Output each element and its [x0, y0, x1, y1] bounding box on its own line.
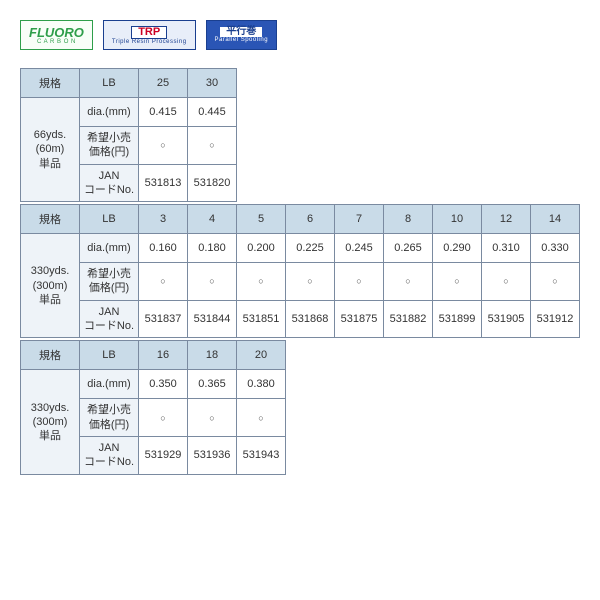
cell-price: ○: [335, 263, 384, 301]
badge-parallel-sub: Parallel Spooling: [215, 37, 269, 43]
spec-table: 規格LB345678101214330yds.(300m)単品dia.(mm)0…: [20, 204, 580, 338]
cell-dia: 0.445: [188, 98, 237, 127]
cell-price: ○: [139, 263, 188, 301]
cell-dia: 0.380: [237, 370, 286, 399]
header-lb-value: 5: [237, 205, 286, 234]
cell-dia: 0.350: [139, 370, 188, 399]
row-label-price: 希望小売価格(円): [80, 263, 139, 301]
cell-price: ○: [237, 263, 286, 301]
cell-price: ○: [188, 399, 237, 437]
cell-price: ○: [139, 399, 188, 437]
cell-jan: 531851: [237, 300, 286, 338]
badge-fluoro-title: FLUORO: [29, 26, 84, 39]
cell-dia: 0.310: [482, 234, 531, 263]
cell-jan: 531943: [237, 436, 286, 474]
row-label-dia: dia.(mm): [80, 98, 139, 127]
header-lb-value: 7: [335, 205, 384, 234]
header-lb-value: 18: [188, 341, 237, 370]
cell-jan: 531936: [188, 436, 237, 474]
badge-fluoro: FLUORO C A R B O N: [20, 20, 93, 50]
cell-price: ○: [433, 263, 482, 301]
row-label-price: 希望小売価格(円): [80, 127, 139, 165]
header-lb-value: 16: [139, 341, 188, 370]
badge-row: FLUORO C A R B O N TRP Triple Resin Proc…: [20, 20, 580, 50]
spool-label: 330yds.(300m)単品: [21, 370, 80, 474]
header-lb: LB: [80, 205, 139, 234]
badge-trp: TRP Triple Resin Processing: [103, 20, 196, 50]
spec-table: 規格LB2530 66yds.(60m)単品dia.(mm)0.4150.445 希…: [20, 68, 237, 202]
row-label-dia: dia.(mm): [80, 370, 139, 399]
cell-price: ○: [286, 263, 335, 301]
cell-dia: 0.365: [188, 370, 237, 399]
cell-price: ○: [139, 127, 188, 165]
cell-dia: 0.225: [286, 234, 335, 263]
badge-parallel: 平行巻 Parallel Spooling: [206, 20, 278, 50]
row-label-jan: JANコードNo.: [80, 436, 139, 474]
cell-price: ○: [531, 263, 580, 301]
header-spec: 規格: [21, 341, 80, 370]
row-label-jan: JANコードNo.: [80, 300, 139, 338]
cell-jan: 531929: [139, 436, 188, 474]
header-lb-value: 12: [482, 205, 531, 234]
badge-trp-title: TRP: [131, 26, 167, 39]
header-lb-value: 4: [188, 205, 237, 234]
cell-price: ○: [482, 263, 531, 301]
header-spec: 規格: [21, 69, 80, 98]
cell-jan: 531837: [139, 300, 188, 338]
header-lb-value: 10: [433, 205, 482, 234]
cell-dia: 0.330: [531, 234, 580, 263]
header-lb-value: 6: [286, 205, 335, 234]
cell-jan: 531868: [286, 300, 335, 338]
cell-jan: 531820: [188, 164, 237, 202]
cell-dia: 0.265: [384, 234, 433, 263]
header-lb-value: 3: [139, 205, 188, 234]
header-spec: 規格: [21, 205, 80, 234]
cell-dia: 0.200: [237, 234, 286, 263]
badge-fluoro-sub: C A R B O N: [37, 39, 76, 45]
row-label-dia: dia.(mm): [80, 234, 139, 263]
cell-jan: 531813: [139, 164, 188, 202]
cell-jan: 531912: [531, 300, 580, 338]
header-lb-value: 14: [531, 205, 580, 234]
row-label-jan: JANコードNo.: [80, 164, 139, 202]
cell-price: ○: [188, 263, 237, 301]
header-lb: LB: [80, 341, 139, 370]
header-lb-value: 8: [384, 205, 433, 234]
spec-table: 規格LB161820330yds.(300m)単品dia.(mm)0.3500.…: [20, 340, 286, 474]
cell-dia: 0.245: [335, 234, 384, 263]
header-lb-value: 25: [139, 69, 188, 98]
cell-dia: 0.160: [139, 234, 188, 263]
cell-jan: 531899: [433, 300, 482, 338]
spool-label: 66yds.(60m)単品: [21, 98, 80, 202]
cell-price: ○: [188, 127, 237, 165]
cell-dia: 0.180: [188, 234, 237, 263]
cell-jan: 531875: [335, 300, 384, 338]
cell-jan: 531882: [384, 300, 433, 338]
cell-price: ○: [237, 399, 286, 437]
cell-jan: 531844: [188, 300, 237, 338]
badge-trp-sub: Triple Resin Processing: [112, 39, 187, 45]
header-lb-value: 30: [188, 69, 237, 98]
cell-dia: 0.415: [139, 98, 188, 127]
row-label-price: 希望小売価格(円): [80, 399, 139, 437]
header-lb-value: 20: [237, 341, 286, 370]
cell-price: ○: [384, 263, 433, 301]
cell-dia: 0.290: [433, 234, 482, 263]
spool-label: 330yds.(300m)単品: [21, 234, 80, 338]
header-lb: LB: [80, 69, 139, 98]
badge-parallel-title: 平行巻: [220, 27, 262, 37]
spec-tables: 規格LB253066yds.(60m)単品dia.(mm)0.4150.445希…: [20, 68, 580, 475]
cell-jan: 531905: [482, 300, 531, 338]
